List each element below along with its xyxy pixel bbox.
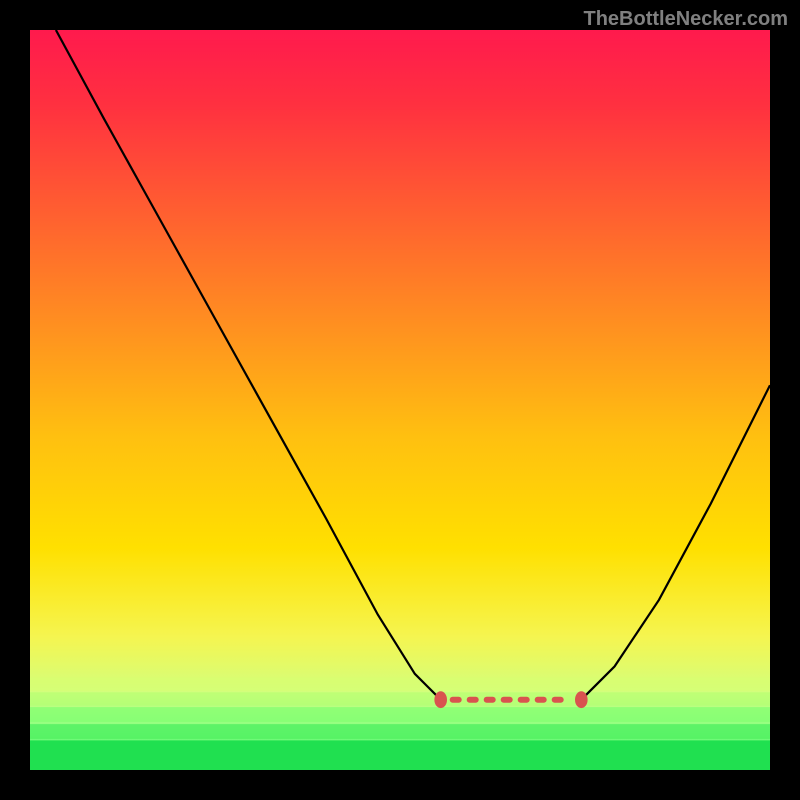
curve-left-branch: [56, 30, 441, 700]
curve-right-branch: [581, 385, 770, 700]
chart-curve-layer: [30, 30, 770, 770]
chart-plot-area: [30, 30, 770, 770]
watermark-text: TheBottleNecker.com: [583, 8, 788, 31]
curve-flat-optimal-segment: [434, 691, 587, 708]
